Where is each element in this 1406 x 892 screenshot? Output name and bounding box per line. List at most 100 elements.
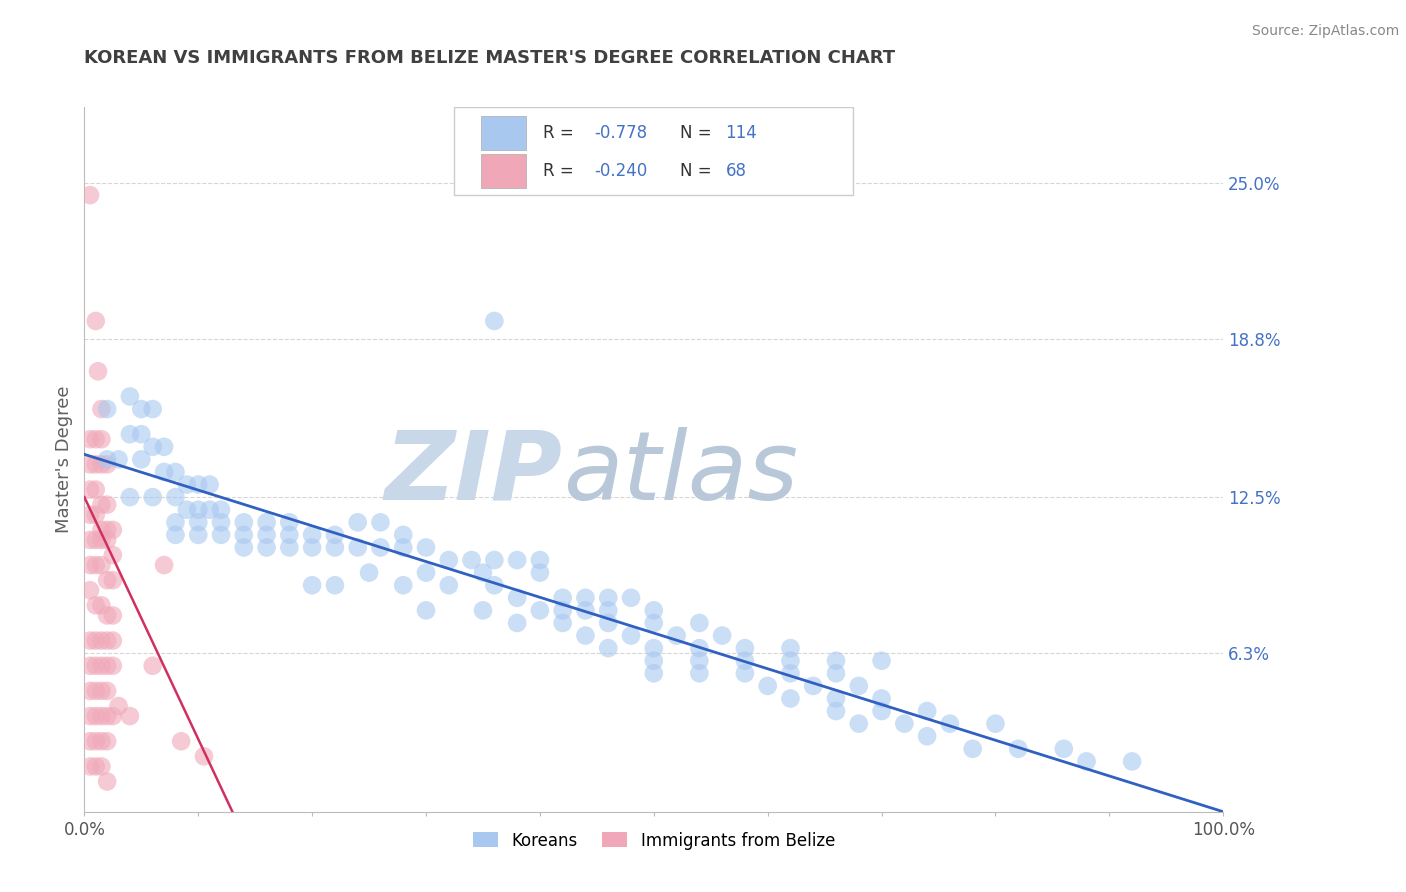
Point: [893, 716, 915, 731]
Point: [87, 364, 110, 378]
Point: [460, 553, 482, 567]
Text: -0.778: -0.778: [595, 124, 648, 142]
Point: [176, 502, 198, 516]
Point: [359, 566, 381, 580]
Point: [779, 654, 801, 668]
Point: [665, 628, 688, 642]
Point: [101, 548, 124, 562]
Point: [472, 603, 495, 617]
Point: [84, 684, 107, 698]
Point: [96, 734, 118, 748]
Point: [187, 528, 209, 542]
Point: [165, 490, 187, 504]
Point: [84, 633, 107, 648]
Point: [96, 774, 118, 789]
Point: [90, 523, 112, 537]
Point: [301, 578, 323, 592]
Point: [96, 608, 118, 623]
Point: [79, 458, 101, 472]
Point: [96, 498, 118, 512]
Point: [209, 502, 232, 516]
Point: [142, 440, 165, 454]
Point: [96, 458, 118, 472]
Point: [79, 533, 101, 547]
Point: [392, 528, 415, 542]
Point: [688, 641, 710, 656]
Point: [84, 599, 107, 613]
Point: [346, 516, 368, 530]
Point: [256, 528, 278, 542]
Point: [825, 654, 848, 668]
Point: [529, 603, 551, 617]
Point: [529, 566, 551, 580]
Text: 68: 68: [725, 162, 747, 180]
Point: [131, 452, 153, 467]
Point: [1053, 741, 1076, 756]
Point: [90, 734, 112, 748]
Point: [79, 684, 101, 698]
Point: [90, 498, 112, 512]
Point: [574, 591, 596, 605]
Text: KOREAN VS IMMIGRANTS FROM BELIZE MASTER'S DEGREE CORRELATION CHART: KOREAN VS IMMIGRANTS FROM BELIZE MASTER'…: [84, 49, 896, 67]
Point: [142, 402, 165, 417]
Point: [825, 691, 848, 706]
Point: [643, 641, 665, 656]
Point: [90, 709, 112, 723]
Point: [484, 314, 506, 328]
Point: [90, 633, 112, 648]
Point: [187, 516, 209, 530]
Point: [84, 483, 107, 497]
Point: [90, 432, 112, 446]
Point: [801, 679, 824, 693]
Point: [118, 427, 141, 442]
Point: [84, 314, 107, 328]
Point: [96, 452, 118, 467]
Point: [848, 716, 870, 731]
Point: [392, 578, 415, 592]
Point: [84, 759, 107, 773]
Point: [79, 432, 101, 446]
Point: [107, 699, 129, 714]
Point: [506, 591, 529, 605]
Point: [711, 628, 734, 642]
Point: [101, 573, 124, 587]
Point: [198, 477, 221, 491]
Point: [643, 615, 665, 630]
Point: [756, 679, 779, 693]
Point: [84, 558, 107, 573]
Point: [278, 516, 301, 530]
Point: [131, 402, 153, 417]
Text: N =: N =: [681, 124, 717, 142]
Point: [96, 533, 118, 547]
Point: [323, 578, 346, 592]
Point: [620, 591, 643, 605]
Point: [506, 553, 529, 567]
Point: [84, 508, 107, 522]
Point: [176, 477, 198, 491]
Point: [415, 603, 437, 617]
Point: [825, 666, 848, 681]
Legend: Koreans, Immigrants from Belize: Koreans, Immigrants from Belize: [465, 825, 842, 856]
Point: [96, 684, 118, 698]
Point: [118, 709, 141, 723]
Point: [848, 679, 870, 693]
Text: atlas: atlas: [562, 427, 797, 520]
Point: [1007, 741, 1029, 756]
Point: [90, 759, 112, 773]
Point: [193, 749, 215, 764]
Point: [551, 615, 574, 630]
Point: [118, 490, 141, 504]
Point: [551, 591, 574, 605]
Point: [939, 716, 962, 731]
Text: N =: N =: [681, 162, 717, 180]
Point: [370, 516, 392, 530]
Text: -0.240: -0.240: [595, 162, 648, 180]
Point: [142, 490, 165, 504]
Point: [962, 741, 984, 756]
Text: Source: ZipAtlas.com: Source: ZipAtlas.com: [1251, 24, 1399, 38]
Text: ZIP: ZIP: [385, 427, 562, 520]
Point: [301, 541, 323, 555]
Point: [232, 528, 254, 542]
Point: [779, 691, 801, 706]
Point: [90, 558, 112, 573]
